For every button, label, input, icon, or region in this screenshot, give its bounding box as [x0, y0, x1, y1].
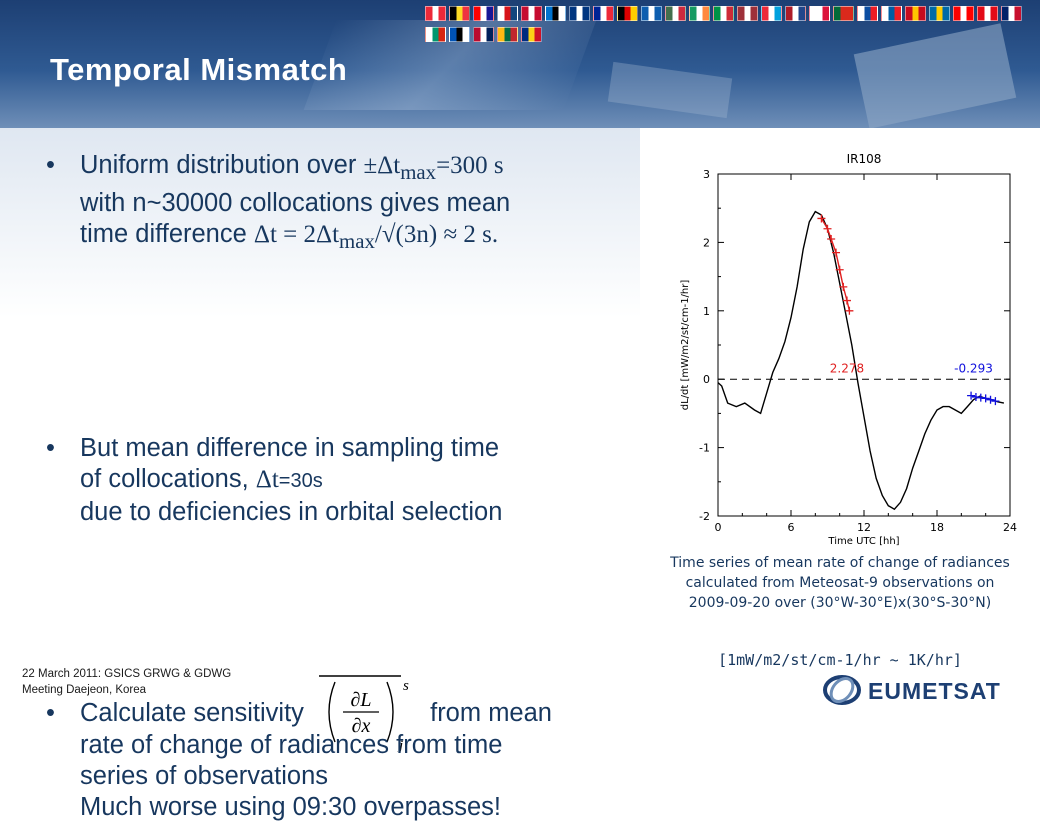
series-marker-2	[986, 395, 995, 404]
flag-icon	[473, 27, 494, 42]
satellite-graphic	[607, 61, 733, 119]
equation: ±Δtmax=300 s	[363, 152, 504, 184]
flag-icon	[737, 6, 758, 21]
member-flags	[425, 6, 1037, 46]
series-line-0	[717, 210, 1005, 511]
y-tick-label: 1	[703, 305, 710, 318]
footer-line: Meeting Daejeon, Korea	[22, 684, 147, 696]
flag-icon	[713, 6, 734, 21]
flag-icon	[425, 27, 446, 42]
flag-icon	[809, 6, 830, 21]
series-marker-2	[971, 392, 980, 401]
equation: Δt	[255, 466, 279, 493]
flag-icon	[905, 6, 926, 21]
x-tick-label: 24	[1003, 521, 1017, 534]
data-annotation: 2.278	[830, 361, 864, 375]
series-marker-2	[991, 397, 1000, 406]
page-title: Temporal Mismatch	[50, 52, 348, 87]
y-tick-label: -1	[699, 442, 710, 455]
header-banner: Temporal Mismatch	[0, 0, 1040, 128]
flag-icon	[953, 6, 974, 21]
flag-icon	[521, 6, 542, 21]
bullet-list: Uniform distribution over ±Δtmax=300 s w…	[40, 150, 640, 821]
series-marker-1	[823, 224, 832, 233]
series-marker-1	[842, 296, 851, 305]
flag-icon	[1001, 6, 1022, 21]
flag-icon	[761, 6, 782, 21]
x-tick-label: 18	[930, 521, 944, 534]
flag-icon	[545, 6, 566, 21]
flag-icon	[833, 6, 854, 21]
x-tick-label: 0	[715, 521, 722, 534]
flag-icon	[617, 6, 638, 21]
footer-text: 22 March 2011: GSICS GRWG & GDWG Meeting…	[22, 666, 231, 698]
chart-panel: IR108 0 6 12 18 24 -2 -1 0 1 2 3 Time UTC [hh] dL/dt …	[646, 146, 1040, 546]
eumetsat-logo	[823, 675, 861, 705]
flag-icon	[497, 6, 518, 21]
flag-icon	[881, 6, 902, 21]
x-axis-label: Time UTC [hh]	[827, 536, 899, 546]
flag-icon	[449, 6, 470, 21]
series-marker-1	[827, 234, 836, 243]
y-tick-label: 0	[703, 373, 710, 386]
flag-icon	[473, 6, 494, 21]
bullet-uniform-distribution: Uniform distribution over ±Δtmax=300 s w…	[40, 150, 640, 257]
plot-frame	[717, 173, 1011, 517]
logo-wordmark: EUMETSAT	[868, 678, 1001, 704]
series-marker-1	[817, 214, 826, 223]
series-marker-1	[835, 265, 844, 274]
series-marker-2	[981, 394, 990, 403]
series-marker-2	[976, 393, 985, 402]
formula-superscript: s	[403, 678, 409, 694]
flag-icon	[593, 6, 614, 21]
chart-caption: Time series of mean rate of change of ra…	[670, 555, 1010, 611]
flag-icon	[521, 27, 542, 42]
flag-icon	[857, 6, 878, 21]
bullet-sensitivity: Calculate sensitivity ∂L ∂x s j from mea…	[40, 675, 640, 823]
flag-icon	[665, 6, 686, 21]
equation: Δt = 2Δtmax/√(3n) ≈ 2 s.	[253, 221, 499, 253]
series-marker-1	[845, 306, 854, 315]
x-tick-label: 6	[788, 521, 795, 534]
flag-icon	[689, 6, 710, 21]
bullet-mean-difference: But mean difference in sampling time of …	[40, 433, 640, 528]
data-annotation: -0.293	[954, 361, 993, 375]
flag-icon	[449, 27, 470, 42]
unit-note: [1mW/m2/st/cm-1/hr ~ 1K/hr]	[718, 651, 962, 669]
series-marker-1	[832, 248, 841, 257]
flag-icon	[977, 6, 998, 21]
series-marker-2	[967, 391, 976, 400]
footer-line: 22 March 2011: GSICS GRWG & GDWG	[22, 668, 232, 680]
flag-icon	[425, 6, 446, 21]
y-tick-label: 3	[703, 168, 710, 181]
flag-icon	[497, 27, 518, 42]
formula-numerator: ∂L	[351, 689, 372, 711]
flag-icon	[785, 6, 806, 21]
flag-icon	[641, 6, 662, 21]
flag-icon	[929, 6, 950, 21]
chart-title: IR108	[847, 152, 882, 166]
series-marker-1	[839, 282, 848, 291]
y-axis-label: dL/dt [mW/m2/st/cm-1/hr]	[680, 280, 691, 411]
flag-icon	[569, 6, 590, 21]
x-tick-label: 12	[857, 521, 871, 534]
y-tick-label: -2	[699, 510, 710, 523]
y-tick-label: 2	[703, 236, 710, 249]
